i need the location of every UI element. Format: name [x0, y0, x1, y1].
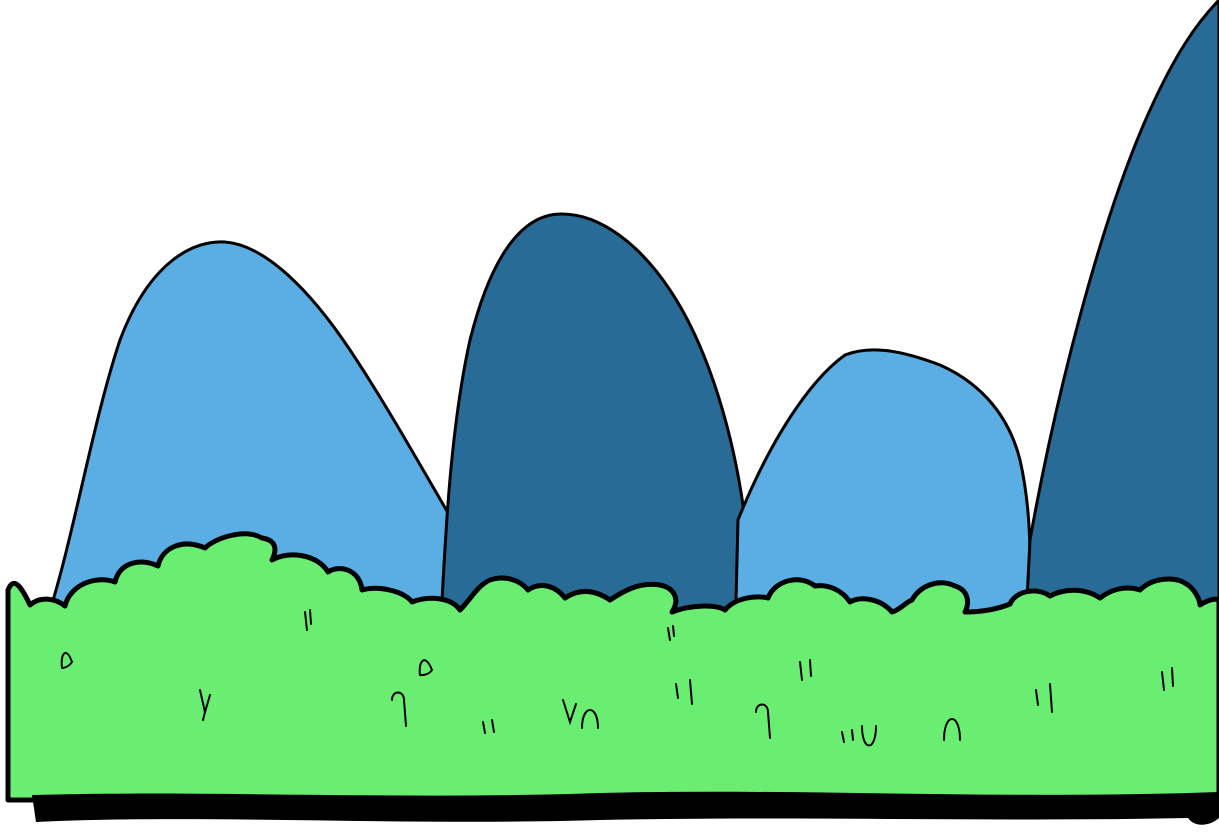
grass-tuft-mark	[1035, 683, 1053, 713]
hills-layer	[37, 0, 1219, 642]
grass-tuft-mark	[943, 718, 961, 741]
bush-layer	[5, 531, 1219, 825]
grass-tuft-mark	[199, 689, 211, 721]
hill-dark-1	[438, 212, 757, 642]
grass-tuft-mark	[60, 652, 74, 669]
grass-tuft-mark	[562, 699, 599, 729]
grass-tuft-mark	[304, 609, 312, 631]
grass-tuft-mark	[675, 679, 693, 705]
grass-tuft-mark	[418, 659, 434, 677]
grass-tuft-mark	[799, 659, 812, 681]
bush	[5, 531, 1219, 803]
hill-light-2	[733, 348, 1037, 642]
grass-tuft-mark	[482, 719, 495, 734]
grass-tuft-mark	[755, 703, 771, 739]
hill-light-1	[37, 240, 502, 642]
grass-tuft-mark	[1161, 667, 1174, 691]
ground-shadow	[32, 791, 1219, 825]
grass-doodles	[60, 609, 1174, 747]
grass-tuft-mark	[841, 725, 877, 747]
hill-dark-2	[1023, 0, 1219, 642]
grass-tuft-mark	[667, 625, 675, 641]
grass-tuft-mark	[391, 691, 407, 727]
